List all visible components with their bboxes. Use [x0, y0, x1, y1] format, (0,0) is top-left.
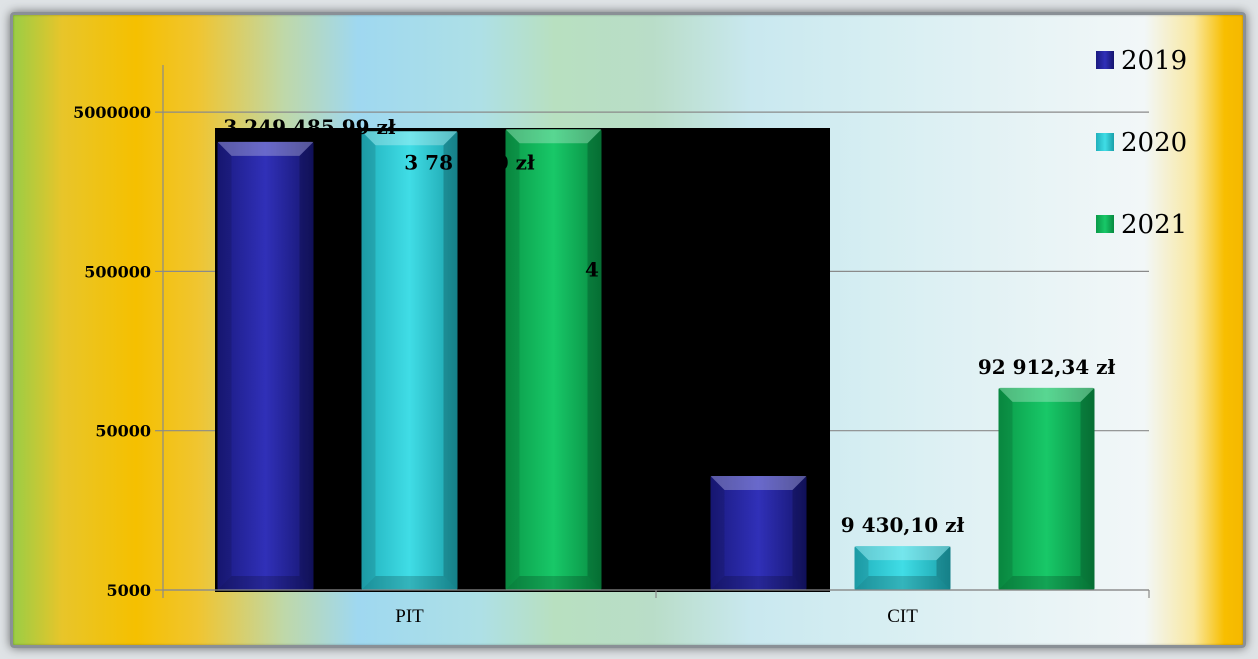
x-tick-label: PIT — [395, 606, 424, 627]
legend-label: 2019 — [1121, 46, 1187, 76]
legend: 2019 2020 2021 — [1096, 46, 1187, 240]
bar-cit-2019 — [710, 475, 807, 590]
y-tick-label: 50000 — [95, 422, 151, 441]
data-label: 3 78 6,00 zł — [404, 150, 535, 174]
bar-chart: 5000 50000 500000 5000000 PIT CIT 3 249 485,9… — [73, 46, 1187, 627]
y-tick-label: 5000 — [106, 581, 151, 600]
legend-swatch — [1096, 215, 1114, 233]
data-label: 9 430,10 zł — [841, 513, 965, 537]
data-label: 4 — [585, 257, 599, 281]
axes: 5000 50000 500000 5000000 PIT CIT — [73, 65, 1150, 627]
legend-swatch — [1096, 51, 1114, 69]
bars — [217, 129, 1095, 590]
bar-pit-2019 — [217, 141, 314, 590]
data-label: 3 249 485,99 zł — [223, 115, 395, 139]
legend-swatch — [1096, 133, 1114, 151]
data-labels: 3 249 485,99 zł 3 78 6,00 zł 9 430,10 zł 4 9… — [223, 115, 1115, 537]
y-tick-label: 5000000 — [73, 103, 151, 122]
bar-pit-2021 — [505, 129, 602, 590]
chart-frame: 5000 50000 500000 5000000 PIT CIT 3 249 485,9… — [10, 12, 1246, 648]
bar-cit-2020 — [854, 546, 951, 590]
legend-label: 2021 — [1121, 210, 1187, 240]
legend-item-2019: 2019 — [1096, 46, 1187, 76]
y-tick-label: 500000 — [84, 262, 151, 281]
legend-label: 2020 — [1121, 128, 1187, 158]
legend-item-2020: 2020 — [1096, 128, 1187, 158]
legend-item-2021: 2021 — [1096, 210, 1187, 240]
x-tick-label: CIT — [887, 606, 918, 627]
data-label: 92 912,34 zł — [978, 355, 1116, 379]
bar-pit-2020 — [361, 131, 458, 590]
bar-cit-2021 — [998, 387, 1095, 590]
